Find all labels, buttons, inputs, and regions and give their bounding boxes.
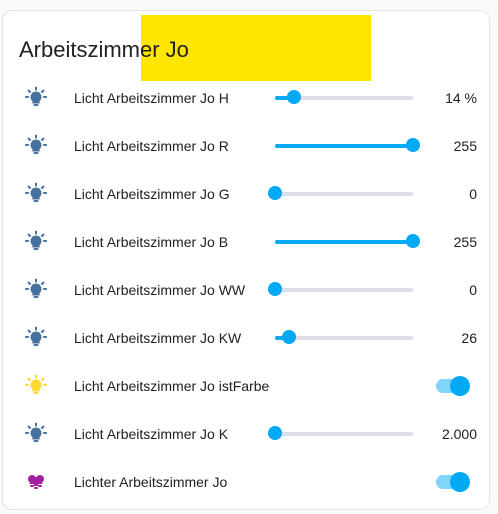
lightbulb-outline-icon[interactable] (24, 278, 48, 302)
entity-label: Licht Arbeitszimmer Jo B (74, 234, 229, 250)
red-slider[interactable] (275, 138, 420, 152)
lightbulb-outline-icon[interactable] (24, 422, 48, 446)
lichter-group-toggle[interactable] (434, 472, 470, 492)
entity-value: 2.000 (441, 426, 477, 442)
lightbulb-outline-icon[interactable] (24, 326, 48, 350)
entity-label: Licht Arbeitszimmer Jo istFarbe (74, 378, 270, 394)
entity-label: Licht Arbeitszimmer Jo G (74, 186, 230, 202)
green-slider[interactable] (268, 186, 413, 200)
entity-row-jo-b: Licht Arbeitszimmer Jo B 255 (3, 218, 491, 266)
entity-value: 26 (461, 330, 477, 346)
entity-row-jo-kw: Licht Arbeitszimmer Jo KW 26 (3, 314, 491, 362)
entity-value: 0 (469, 282, 477, 298)
slider-thumb[interactable] (281, 330, 296, 344)
toggle-knob[interactable] (450, 376, 470, 396)
color-temperature-slider[interactable] (268, 426, 413, 440)
entity-row-jo-istfarbe: Licht Arbeitszimmer Jo istFarbe (3, 362, 491, 410)
toggle-knob[interactable] (450, 472, 470, 492)
entity-value: 14 % (445, 90, 477, 106)
title-highlight-mark (141, 15, 371, 81)
slider-thumb[interactable] (406, 234, 420, 248)
entity-label: Licht Arbeitszimmer Jo K (74, 426, 229, 442)
entity-row-jo-r: Licht Arbeitszimmer Jo R 255 (3, 122, 491, 170)
lightbulb-on-icon[interactable] (24, 374, 48, 398)
slider-fill (275, 240, 413, 244)
warm-white-slider[interactable] (268, 282, 413, 296)
slider-thumb[interactable] (268, 186, 282, 200)
brightness-slider[interactable] (275, 90, 413, 104)
entity-label: Licht Arbeitszimmer Jo R (74, 138, 229, 154)
lightbulb-outline-icon[interactable] (24, 182, 48, 206)
lightbulb-outline-icon[interactable] (24, 86, 48, 110)
slider-thumb[interactable] (287, 90, 302, 104)
entity-value: 255 (453, 234, 477, 250)
entity-label: Licht Arbeitszimmer Jo H (74, 90, 229, 106)
slider-fill (275, 144, 413, 148)
lightbulb-outline-icon[interactable] (24, 134, 48, 158)
entity-value: 255 (453, 138, 477, 154)
entity-row-jo-g: Licht Arbeitszimmer Jo G 0 (3, 170, 491, 218)
entities-card: Arbeitszimmer Jo Licht Arbeitszimmer Jo … (2, 10, 490, 510)
lightbulb-outline-icon[interactable] (24, 230, 48, 254)
slider-thumb[interactable] (268, 426, 282, 440)
entity-row-jo-ww: Licht Arbeitszimmer Jo WW 0 (3, 266, 491, 314)
lightbulb-group-icon[interactable] (24, 470, 48, 494)
entity-row-jo-k: Licht Arbeitszimmer Jo K 2.000 (3, 410, 491, 458)
blue-slider[interactable] (275, 234, 420, 248)
entity-row-lichter-group: Lichter Arbeitszimmer Jo (3, 458, 491, 506)
entity-row-jo-h: Licht Arbeitszimmer Jo H 14 % (3, 74, 491, 122)
entity-label: Licht Arbeitszimmer Jo WW (74, 282, 246, 298)
entity-label: Lichter Arbeitszimmer Jo (74, 474, 228, 490)
card-title: Arbeitszimmer Jo (19, 37, 189, 62)
slider-thumb[interactable] (268, 282, 282, 296)
entity-label: Licht Arbeitszimmer Jo KW (74, 330, 242, 346)
cold-white-slider[interactable] (275, 330, 413, 344)
entity-value: 0 (469, 186, 477, 202)
slider-thumb[interactable] (406, 138, 420, 152)
istfarbe-toggle[interactable] (434, 376, 470, 396)
slider-fill (275, 96, 295, 100)
